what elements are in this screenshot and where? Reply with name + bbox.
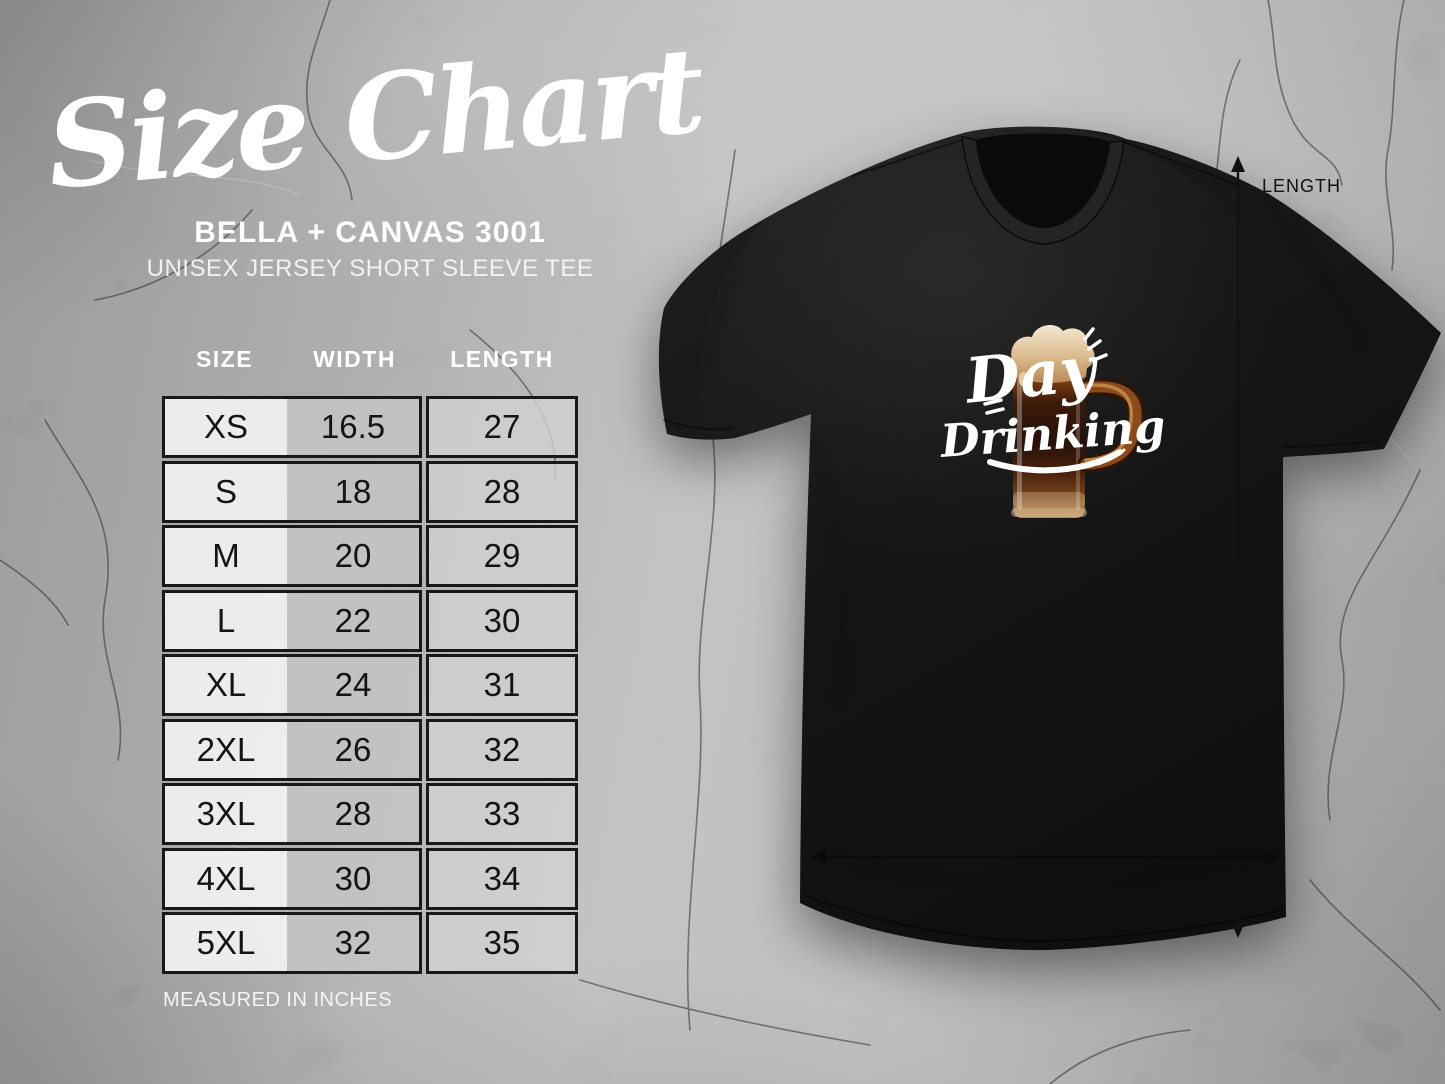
length-box: 34 — [426, 847, 578, 910]
column-header-width: WIDTH — [313, 346, 396, 372]
size-width-box: XS 16.5 — [162, 396, 422, 458]
size-width-box: S 18 — [162, 460, 422, 523]
width-cell: 30 — [334, 859, 372, 897]
length-cell: 31 — [483, 666, 521, 703]
size-width-box: 3XL 28 — [162, 783, 422, 845]
size-width-box: 4XL 30 — [162, 847, 422, 910]
length-box: 32 — [426, 718, 578, 781]
column-header-length: LENGTH — [450, 346, 554, 372]
size-cell: M — [212, 537, 240, 574]
size-cell: L — [216, 601, 236, 639]
length-box: 30 — [426, 589, 578, 652]
width-cell: 32 — [334, 924, 372, 961]
size-width-box: M 20 — [162, 525, 422, 587]
size-cell: S — [214, 472, 237, 510]
brand-name: BELLA + CANVAS 3001 — [194, 216, 546, 249]
size-cell: XL — [205, 666, 247, 703]
length-cell: 33 — [483, 795, 521, 832]
table-row: 3XL 28 33 — [162, 783, 578, 845]
table-row: S 18 28 — [162, 460, 578, 523]
length-box: 33 — [426, 783, 578, 845]
width-cell: 22 — [334, 601, 372, 639]
size-cell: 4XL — [196, 859, 256, 897]
length-cell: 27 — [483, 408, 521, 445]
length-cell: 32 — [483, 730, 521, 768]
units-footnote: MEASURED IN INCHES — [163, 989, 393, 1011]
width-cell: 20 — [334, 537, 372, 574]
size-cell: 3XL — [196, 795, 256, 832]
length-box: 31 — [426, 654, 578, 716]
size-width-box: XL 24 — [162, 654, 422, 716]
width-cell: 24 — [334, 666, 372, 703]
size-table-rows: XS 16.5 27 S 18 28 M — [162, 396, 578, 974]
length-cell: 28 — [483, 472, 521, 510]
length-cell: 34 — [483, 859, 521, 897]
length-box: 29 — [426, 525, 578, 587]
table-row: XL 24 31 — [162, 654, 578, 716]
size-cell: 2XL — [196, 730, 256, 768]
table-row: 2XL 26 32 — [162, 718, 578, 781]
length-box: 35 — [426, 912, 578, 974]
table-row: 4XL 30 34 — [162, 847, 578, 910]
size-cell: XS — [203, 408, 249, 445]
width-cell: 26 — [334, 730, 372, 768]
width-cell: 28 — [334, 795, 372, 832]
width-cell: 16.5 — [320, 408, 386, 445]
table-row: M 20 29 — [162, 525, 578, 587]
length-cell: 30 — [483, 601, 521, 639]
table-row: L 22 30 — [162, 589, 578, 652]
size-width-box: 5XL 32 — [162, 912, 422, 974]
size-width-box: L 22 — [162, 589, 422, 652]
length-box: 27 — [426, 396, 578, 458]
length-cell: 35 — [483, 924, 521, 961]
column-header-size: SIZE — [195, 346, 254, 372]
size-cell: 5XL — [196, 924, 256, 961]
table-header-row: SIZE WIDTH LENGTH — [162, 346, 578, 373]
length-box: 28 — [426, 460, 578, 523]
table-row: 5XL 32 35 — [162, 912, 578, 974]
length-cell: 29 — [483, 537, 521, 574]
table-row: XS 16.5 27 — [162, 396, 578, 458]
size-width-box: 2XL 26 — [162, 718, 422, 781]
product-subtitle: UNISEX JERSEY SHORT SLEEVE TEE — [146, 255, 594, 282]
width-cell: 18 — [334, 472, 372, 510]
